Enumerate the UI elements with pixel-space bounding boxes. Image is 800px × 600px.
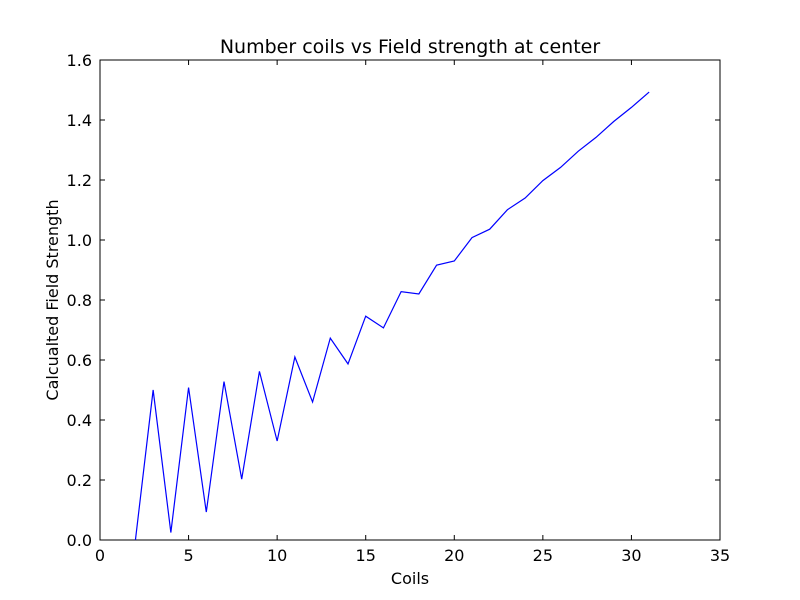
data-point	[188, 387, 189, 388]
y-tick-label: 0.0	[67, 531, 92, 550]
x-tick-label: 30	[621, 546, 641, 565]
data-point	[223, 381, 224, 382]
data-point	[418, 293, 419, 294]
x-tick-label: 15	[356, 546, 376, 565]
chart-title: Number coils vs Field strength at center	[220, 36, 601, 58]
y-tick-label: 0.6	[67, 351, 92, 370]
data-point	[294, 356, 295, 357]
data-point	[206, 511, 207, 512]
data-point	[277, 440, 278, 441]
data-point	[649, 92, 650, 93]
data-point	[135, 539, 136, 540]
x-tick-label: 0	[95, 546, 105, 565]
data-point	[578, 151, 579, 152]
data-point	[153, 389, 154, 390]
data-point	[170, 532, 171, 533]
x-tick-label: 25	[533, 546, 553, 565]
series-line	[134, 91, 650, 541]
data-point	[560, 167, 561, 168]
data-point	[365, 316, 366, 317]
y-tick-label: 0.8	[67, 291, 92, 310]
data-point	[507, 209, 508, 210]
data-point	[241, 479, 242, 480]
x-tick-label: 20	[444, 546, 464, 565]
x-axis-label: Coils	[391, 569, 429, 588]
x-tick-label: 5	[183, 546, 193, 565]
x-tick-label: 35	[710, 546, 730, 565]
data-point	[401, 291, 402, 292]
x-tick-label: 10	[267, 546, 287, 565]
data-point	[347, 363, 348, 364]
data-point	[383, 327, 384, 328]
data-point	[471, 237, 472, 238]
data-point	[436, 265, 437, 266]
data-point	[330, 338, 331, 339]
data-point	[542, 180, 543, 181]
y-tick-label: 1.6	[67, 51, 92, 70]
y-axis-label: Calcualted Field Strength	[43, 199, 62, 400]
data-point	[631, 107, 632, 108]
y-tick-label: 1.2	[67, 171, 92, 190]
data-point	[595, 137, 596, 138]
data-point	[454, 260, 455, 261]
data-point	[489, 229, 490, 230]
y-tick-label: 0.2	[67, 471, 92, 490]
plot-area: 0 5 10 15 20 25 30 35 0.0 0.2 0.4 0.6 0.8 1.0 1.2 1.4 1.…	[67, 51, 731, 565]
data-point	[525, 197, 526, 198]
y-tick-label: 1.0	[67, 231, 92, 250]
y-tick-label: 1.4	[67, 111, 92, 130]
data-point	[259, 371, 260, 372]
data-point	[613, 121, 614, 122]
data-point	[312, 401, 313, 402]
y-tick-label: 0.4	[67, 411, 92, 430]
